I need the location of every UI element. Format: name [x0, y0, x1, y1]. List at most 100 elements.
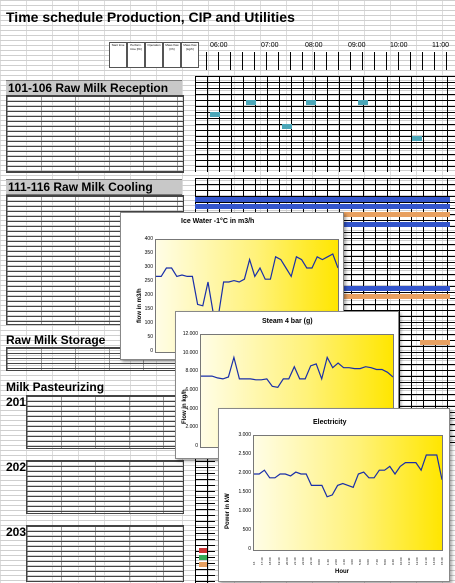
gantt-bar: [340, 286, 450, 291]
y-tick-label: 200: [144, 292, 153, 298]
y-tick-label: 0: [195, 443, 198, 449]
hour-header: 06:00 07:00 08:00 09:00 10:00 11:00: [206, 42, 455, 72]
gantt-bar: [340, 222, 450, 227]
hour-label: 08:00: [305, 42, 323, 49]
x-tick-label: 4:00: [350, 559, 355, 565]
chart-svg: [156, 253, 339, 317]
y-tick-label: 12.000: [182, 331, 198, 337]
y-tick-label: 3.000: [238, 432, 251, 438]
y-tick-label: 1.000: [238, 508, 251, 514]
x-tick-label: 23:40: [309, 557, 314, 565]
section-title: 111-116 Raw Milk Cooling: [8, 180, 153, 194]
x-tick-label: 5:40: [358, 559, 363, 565]
chart-panel-electricity[interactable]: Electricity Power in kW 3.000 2.500 2.000 1…: [218, 408, 450, 582]
x-tick-label: 7:40: [374, 559, 379, 565]
gantt-bar: [282, 124, 292, 129]
x-tick-label: 13:40: [423, 557, 428, 565]
section-title-201: 201: [6, 395, 27, 409]
chart-xlabel: Hour: [335, 569, 349, 575]
page-title: Time schedule Production, CIP and Utilit…: [6, 9, 295, 25]
chart-title: Electricity: [313, 419, 347, 426]
x-tick-label: 10:00: [399, 557, 404, 565]
y-tick-label: 250: [144, 278, 153, 284]
chart-svg: [201, 355, 394, 388]
section-header-raw-milk-reception: 101-106 Raw Milk Reception: [6, 80, 182, 96]
gantt-bar: [358, 100, 368, 105]
hour-label: 11:00: [432, 42, 449, 49]
table-rows-reception: [6, 95, 184, 173]
gantt-bar: [306, 100, 316, 105]
x-tick-label: 19:40: [276, 557, 281, 565]
gantt-bar: [340, 294, 450, 299]
gantt-bar: [246, 100, 256, 105]
y-tick-label: 400: [144, 236, 153, 242]
y-tick-label: 350: [144, 250, 153, 256]
x-tick-label: 3:40: [341, 559, 346, 565]
gantt-bar: [199, 548, 207, 553]
column-header-perform-time: Perform. time [hh]: [127, 42, 145, 68]
x-tick-label: 20:00: [284, 557, 289, 565]
x-tick-label: 18:00: [268, 557, 273, 565]
column-header-operation: Operation: [145, 42, 163, 68]
table-rows-201: [26, 395, 184, 449]
x-tick-label: 15:40: [440, 557, 444, 565]
y-tick-label: 100: [144, 320, 153, 326]
gantt-bar: [199, 562, 207, 567]
chart-title: Steam 4 bar (g): [262, 318, 313, 325]
x-tick-label: 22:00: [301, 557, 306, 565]
x-tick-label: 14:00: [431, 557, 436, 565]
x-tick-label: 21:40: [292, 557, 297, 565]
y-tick-label: 2.500: [238, 451, 251, 457]
hour-label: 07:00: [261, 42, 279, 49]
y-tick-label: 1.500: [238, 489, 251, 495]
y-tick-label: 50: [147, 334, 153, 340]
y-tick-label: 6.000: [185, 387, 198, 393]
column-header-mass-flow-th: Mass flow [t/h]: [163, 42, 181, 68]
x-tick-label: 9:40: [390, 559, 395, 565]
y-tick-label: 500: [242, 527, 251, 533]
x-tick-label: 0:00: [317, 559, 322, 565]
gantt-grid-reception: [195, 76, 455, 172]
column-header-start-time: Start time: [109, 42, 127, 68]
y-tick-label: 300: [144, 264, 153, 270]
series-line: [156, 253, 339, 317]
chart-svg: [254, 454, 443, 498]
x-tick-label: 12:00: [415, 557, 420, 565]
gantt-bar: [195, 204, 450, 209]
hour-ticks: [206, 52, 455, 70]
y-tick-label: 8.000: [185, 368, 198, 375]
y-tick-label: 2.000: [185, 424, 198, 431]
gantt-bar: [420, 340, 450, 345]
y-tick-label: 0: [248, 546, 251, 552]
gantt-bar: [210, 112, 220, 117]
y-tick-label: 2.000: [238, 470, 251, 476]
series-line: [254, 454, 443, 498]
x-tick-label: 11:40: [407, 557, 412, 565]
chart-title: Ice Water -1°C in m3/h: [181, 218, 255, 225]
x-tick-label: 1:40: [325, 559, 330, 565]
y-tick-label: 150: [144, 306, 153, 312]
section-title-203: 203: [6, 525, 27, 539]
series-line: [201, 355, 394, 388]
x-tick-label: 8:00: [382, 559, 387, 565]
section-title: 101-106 Raw Milk Reception: [8, 81, 169, 95]
x-tick-label: 17:40: [260, 557, 265, 565]
hour-label: 09:00: [348, 42, 366, 49]
x-tick-label: 6:00: [366, 559, 371, 565]
chart-plot-area: [253, 435, 443, 551]
x-tick-label: 16: [252, 561, 256, 565]
table-rows-202: [26, 460, 184, 514]
gantt-bar: [199, 555, 207, 560]
gantt-bar: [340, 212, 450, 217]
section-title-milk-pasteurizing: Milk Pasteurizing: [6, 380, 105, 394]
section-header-raw-milk-cooling: 111-116 Raw Milk Cooling: [6, 179, 182, 195]
y-tick-label: 4.000: [185, 405, 198, 412]
section-title-202: 202: [6, 460, 27, 474]
gantt-bar: [195, 197, 450, 202]
column-header-mass-flow-kgh: Mass flow [kg/h]: [181, 42, 199, 68]
section-title-raw-milk-storage: Raw Milk Storage: [6, 333, 106, 347]
hour-label: 10:00: [390, 42, 408, 49]
gantt-bar: [412, 136, 422, 141]
y-tick-label: 0: [150, 348, 153, 354]
table-rows-203: [26, 525, 184, 582]
